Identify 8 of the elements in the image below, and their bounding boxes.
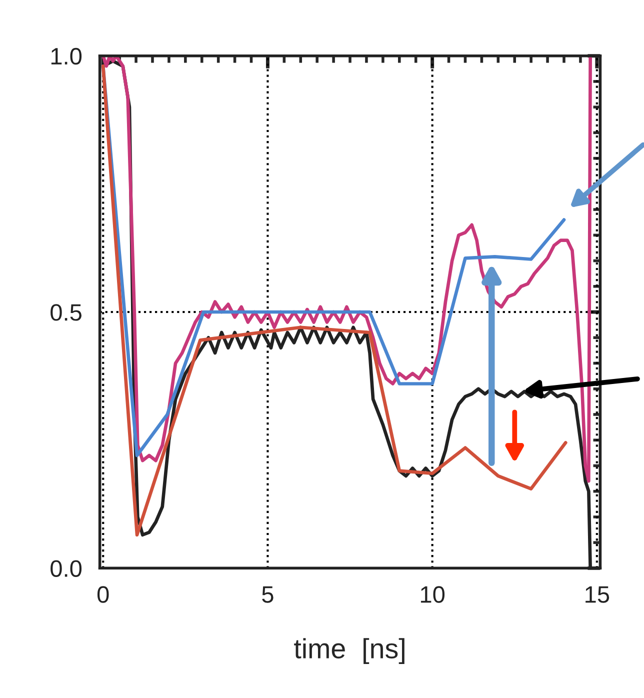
x-tick-label: 5 — [262, 586, 274, 603]
x-tick-label: 10 — [420, 586, 445, 603]
x-axis-title: time [ns] — [294, 638, 404, 664]
y-tick-label: 0.5 — [50, 304, 82, 321]
x-tick-label: 0 — [97, 586, 109, 603]
y-tick-label: 1.0 — [51, 48, 82, 65]
y-tick-label: 0.0 — [50, 560, 82, 577]
x-tick-label: 15 — [586, 586, 610, 603]
